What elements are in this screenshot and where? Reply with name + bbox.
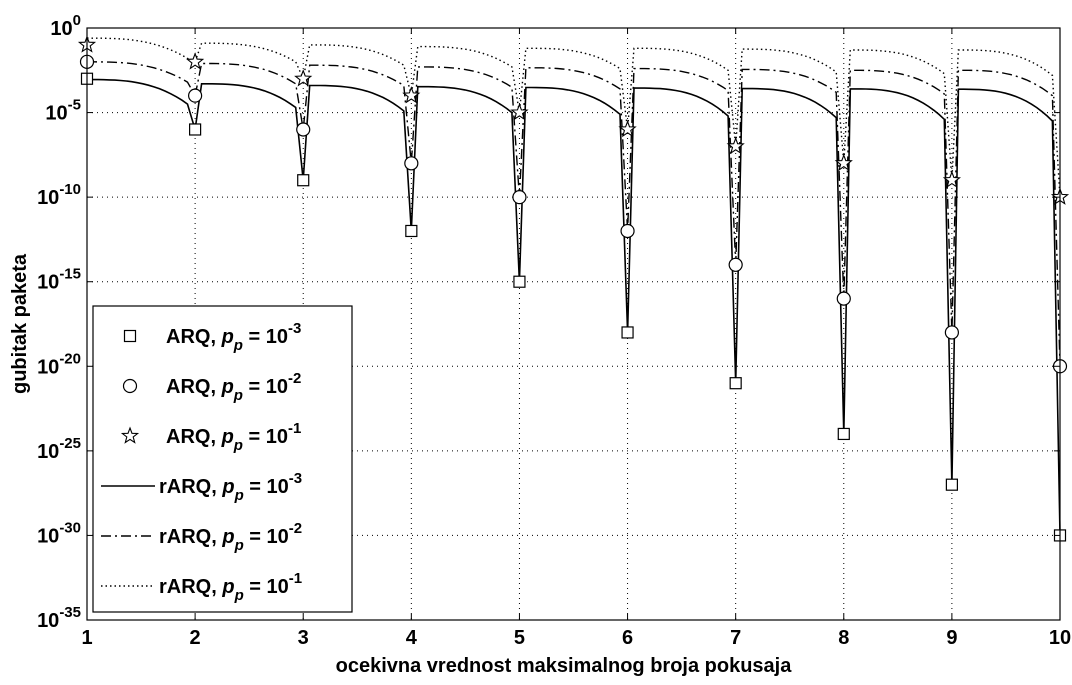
- x-tick-label: 5: [514, 627, 525, 649]
- legend-label: ARQ, pp = 10-2: [166, 370, 301, 404]
- legend-label: rARQ, pp = 10-1: [159, 570, 302, 604]
- data-point-circle: [188, 88, 203, 103]
- y-tick-label: 10-35: [37, 604, 81, 632]
- legend-label: rARQ, pp = 10-2: [159, 520, 302, 554]
- y-tick-label: 10-5: [45, 97, 81, 125]
- x-tick-label: 3: [298, 627, 309, 649]
- legend: ARQ, pp = 10-3 ARQ, pp = 10-2 ARQ, pp = 10…: [92, 305, 353, 613]
- x-tick-label: 1: [81, 627, 92, 649]
- data-point-square: [189, 123, 202, 136]
- y-tick-label: 10-30: [37, 519, 81, 547]
- legend-label: ARQ, pp = 10-3: [166, 320, 301, 354]
- data-point-square: [405, 224, 418, 238]
- data-point-square: [945, 478, 958, 491]
- x-tick-label: 2: [190, 627, 201, 649]
- x-tick-label: 6: [622, 627, 633, 649]
- data-point-circle: [728, 257, 743, 272]
- ticks: 1 2 3 4 5 6 7 8 9 10 100 10-5 10-10 10-15 10-20 10-25 10…: [37, 12, 1071, 649]
- data-point-circle: [944, 325, 959, 340]
- series-line: [86, 37, 1061, 198]
- y-tick-label: 10-20: [37, 350, 81, 378]
- x-tick-label: 8: [838, 627, 849, 649]
- data-point-square: [729, 377, 742, 390]
- x-tick-label: 9: [946, 627, 957, 649]
- series-line: [87, 61, 1061, 367]
- legend-label: ARQ, pp = 10-1: [166, 420, 301, 454]
- data-point-star: [834, 153, 853, 172]
- data-point-star: [294, 69, 313, 87]
- y-tick-label: 10-15: [37, 266, 81, 294]
- x-tick-label: 4: [406, 627, 418, 649]
- series-line: [87, 78, 1061, 536]
- data-point-circle: [296, 122, 311, 137]
- data-point-square: [297, 174, 310, 187]
- data-point-circle: [512, 190, 527, 205]
- plot-frame: [86, 27, 1061, 621]
- data-point-square: [621, 326, 634, 339]
- data-point-square: [513, 275, 526, 288]
- data-point-star: [726, 136, 745, 155]
- legend-label: rARQ, pp = 10-3: [159, 470, 302, 504]
- legend-marker-circle: [122, 378, 138, 394]
- data-point-star: [618, 119, 637, 138]
- legend-marker-star: [120, 426, 140, 444]
- data-point-square: [837, 427, 850, 441]
- data-point-star: [510, 103, 529, 121]
- y-tick-label: 10-10: [37, 181, 81, 209]
- x-tick-label: 7: [730, 627, 741, 649]
- data-point-star: [402, 86, 421, 104]
- y-axis-label: gubitak paketa: [9, 253, 31, 394]
- legend-marker-square: [123, 329, 137, 343]
- data-point-star: [186, 52, 205, 70]
- data-point-star: [942, 170, 961, 188]
- data-point-circle: [836, 291, 851, 306]
- y-tick-label: 100: [50, 12, 81, 40]
- series-lines: [86, 37, 1061, 536]
- legend-box: [92, 305, 353, 613]
- x-tick-label: 10: [1049, 627, 1071, 649]
- x-axis-label: ocekivna vrednost maksimalnog broja poku…: [336, 655, 793, 677]
- data-point-circle: [620, 223, 635, 239]
- data-point-circle: [404, 156, 419, 171]
- y-tick-label: 10-25: [37, 435, 81, 463]
